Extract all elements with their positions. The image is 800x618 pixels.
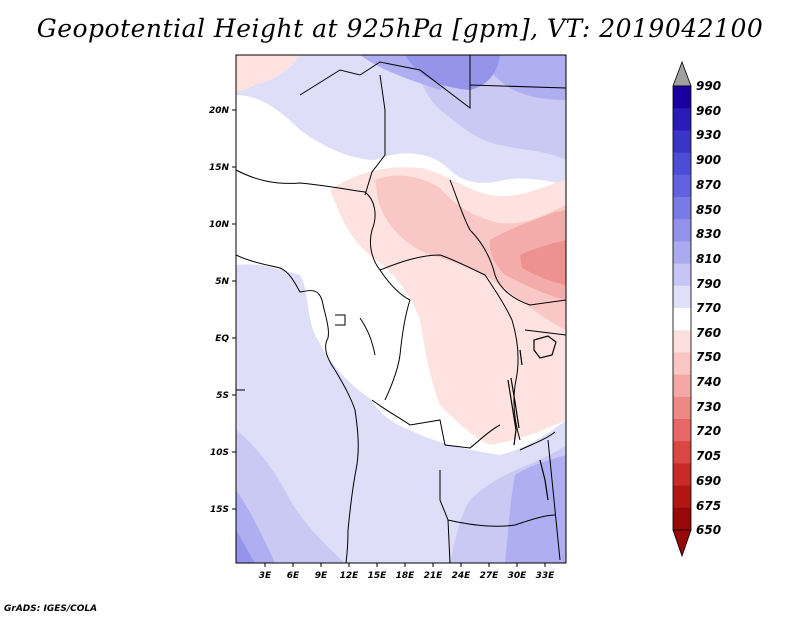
- colorbar-segment: [673, 241, 691, 264]
- colorbar-segment: [673, 308, 691, 331]
- lat-label: 5N: [215, 277, 229, 287]
- colorbar-segment: [673, 463, 691, 486]
- colorbar-label: 730: [696, 400, 721, 414]
- colorbar-label: 900: [696, 153, 721, 167]
- lon-label: 18E: [396, 571, 416, 581]
- contour-830-north: [405, 55, 500, 90]
- lake-tanganyika: [507, 377, 520, 446]
- lat-label: 20N: [209, 106, 230, 116]
- lon-label: 15E: [368, 571, 388, 581]
- lon-label: 21E: [424, 571, 444, 581]
- latitude-axis: 20N 15N 10N 5N EQ 5S 10S 15S: [209, 106, 236, 515]
- lake-kivu: [519, 349, 523, 366]
- colorbar-segment: [673, 419, 691, 442]
- lon-label: 33E: [536, 571, 556, 581]
- colorbar-label: 705: [696, 449, 721, 463]
- lon-label: 12E: [340, 571, 360, 581]
- border-e: [371, 299, 501, 449]
- country-borders: [236, 55, 566, 563]
- border-h: [335, 314, 376, 356]
- colorbar-segment: [673, 285, 691, 309]
- colorbar-segment: [673, 507, 691, 531]
- lake-malawi: [539, 459, 549, 501]
- colorbar-bottom-arrow: [672, 529, 692, 558]
- border-g: [511, 319, 566, 441]
- contour-790-south: [236, 430, 345, 563]
- colorbar-top-arrow: [672, 60, 692, 87]
- colorbar-label: 990: [696, 79, 721, 93]
- lat-label: EQ: [215, 334, 229, 344]
- colorbar: 990 960 930 900 870 850 830 810 790 770 …: [672, 60, 721, 558]
- colorbar-label: 850: [696, 203, 721, 217]
- colorbar-label: 760: [696, 326, 721, 340]
- colorbar-segment: [673, 108, 691, 131]
- colorbar-segment: [673, 219, 691, 242]
- lon-label: 3E: [259, 571, 272, 581]
- colorbar-label: 750: [696, 350, 721, 364]
- contour-810-southeast: [505, 455, 566, 563]
- colorbar-segment: [673, 485, 691, 509]
- colorbar-segment: [673, 152, 691, 176]
- colorbar-label: 650: [696, 523, 721, 537]
- contour-830-southwest: [236, 530, 255, 563]
- colorbar-segment: [673, 352, 691, 375]
- map-frame: [235, 54, 567, 564]
- colorbar-segment: [673, 441, 691, 464]
- colorbar-label: 720: [696, 424, 721, 438]
- lon-label: 30E: [508, 571, 528, 581]
- border-d: [379, 254, 513, 321]
- lat-label: 15N: [209, 163, 230, 173]
- longitude-axis: 3E 6E 9E 12E 15E 18E 21E 24E 27E 30E 33E: [259, 563, 555, 581]
- lat-label: 10S: [210, 448, 229, 458]
- border-a: [299, 55, 566, 196]
- lat-label: 15S: [210, 505, 229, 515]
- lat-label: 10N: [209, 220, 230, 230]
- colorbar-label: 675: [696, 499, 721, 513]
- colorbar-label: 830: [696, 227, 721, 241]
- colorbar-segment: [673, 86, 691, 109]
- colorbar-label: 770: [696, 301, 721, 315]
- colorbar-segment: [673, 374, 691, 398]
- grads-credit: GrADS: IGES/COLA: [4, 604, 98, 614]
- lake-victoria: [533, 335, 557, 359]
- contour-720-core: [520, 240, 566, 285]
- colorbar-segment: [673, 396, 691, 420]
- contour-810-southwest: [236, 490, 275, 563]
- lat-label: 5S: [216, 391, 229, 401]
- lon-label: 27E: [480, 571, 500, 581]
- colorbar-labels: 990 960 930 900 870 850 830 810 790 770 …: [696, 79, 721, 537]
- colorbar-label: 790: [696, 277, 721, 291]
- colorbar-segment: [673, 330, 691, 353]
- colorbar-segment: [673, 130, 691, 153]
- colorbar-segment: [673, 197, 691, 220]
- border-b: [236, 169, 411, 301]
- colorbar-label: 690: [696, 474, 721, 488]
- colorbar-segments: [672, 85, 692, 531]
- contour-740-band: [375, 175, 566, 330]
- colorbar-label: 960: [696, 104, 721, 118]
- colorbar-label: 930: [696, 128, 721, 142]
- colorbar-label: 870: [696, 178, 721, 192]
- contour-750-northwest: [236, 55, 300, 92]
- colorbar-segment: [673, 263, 691, 287]
- lon-label: 24E: [452, 571, 472, 581]
- border-i: [236, 389, 561, 561]
- map-panel: [236, 55, 566, 563]
- lon-label: 6E: [287, 571, 300, 581]
- colorbar-label: 810: [696, 252, 721, 266]
- chart-title: Geopotential Height at 925hPa [gpm], VT:…: [36, 14, 764, 43]
- coastline: [236, 254, 359, 563]
- lakes: [507, 335, 557, 501]
- lon-label: 9E: [315, 571, 328, 581]
- border-f: [439, 470, 556, 563]
- contour-760-interior: [236, 110, 410, 390]
- border-c: [449, 179, 566, 306]
- colorbar-segment: [673, 174, 691, 198]
- colorbar-label: 740: [696, 375, 721, 389]
- contour-770-ocean: [236, 264, 566, 563]
